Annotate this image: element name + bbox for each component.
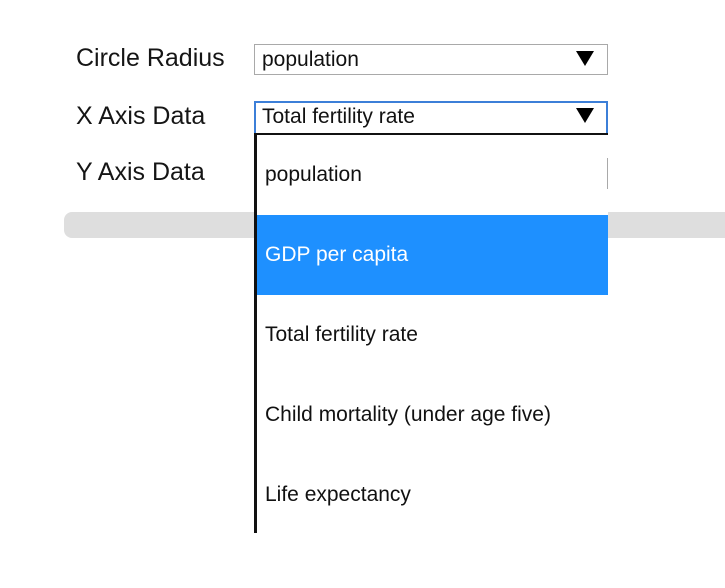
dropdown-option-child-mortality[interactable]: Child mortality (under age five) <box>265 403 551 426</box>
triangle-down-icon <box>576 51 594 66</box>
y-axis-select-edge <box>607 158 608 189</box>
x-axis-selected-value: Total fertility rate <box>262 105 415 128</box>
y-axis-data-label: Y Axis Data <box>76 158 205 186</box>
circle-radius-label: Circle Radius <box>76 44 225 72</box>
x-axis-dropdown-list: population GDP per capita Total fertilit… <box>254 133 608 533</box>
circle-radius-selected-value: population <box>262 48 359 71</box>
dropdown-option-life-expectancy[interactable]: Life expectancy <box>265 483 411 506</box>
x-axis-data-select[interactable]: Total fertility rate <box>254 101 608 134</box>
dropdown-option-total-fertility-rate[interactable]: Total fertility rate <box>265 323 418 346</box>
x-axis-data-label: X Axis Data <box>76 102 206 130</box>
triangle-down-icon <box>576 108 594 123</box>
dropdown-option-gdp-per-capita[interactable]: GDP per capita <box>257 215 608 295</box>
circle-radius-select[interactable]: population <box>254 44 608 75</box>
dropdown-top-border <box>257 133 608 135</box>
dropdown-option-population[interactable]: population <box>265 163 362 186</box>
